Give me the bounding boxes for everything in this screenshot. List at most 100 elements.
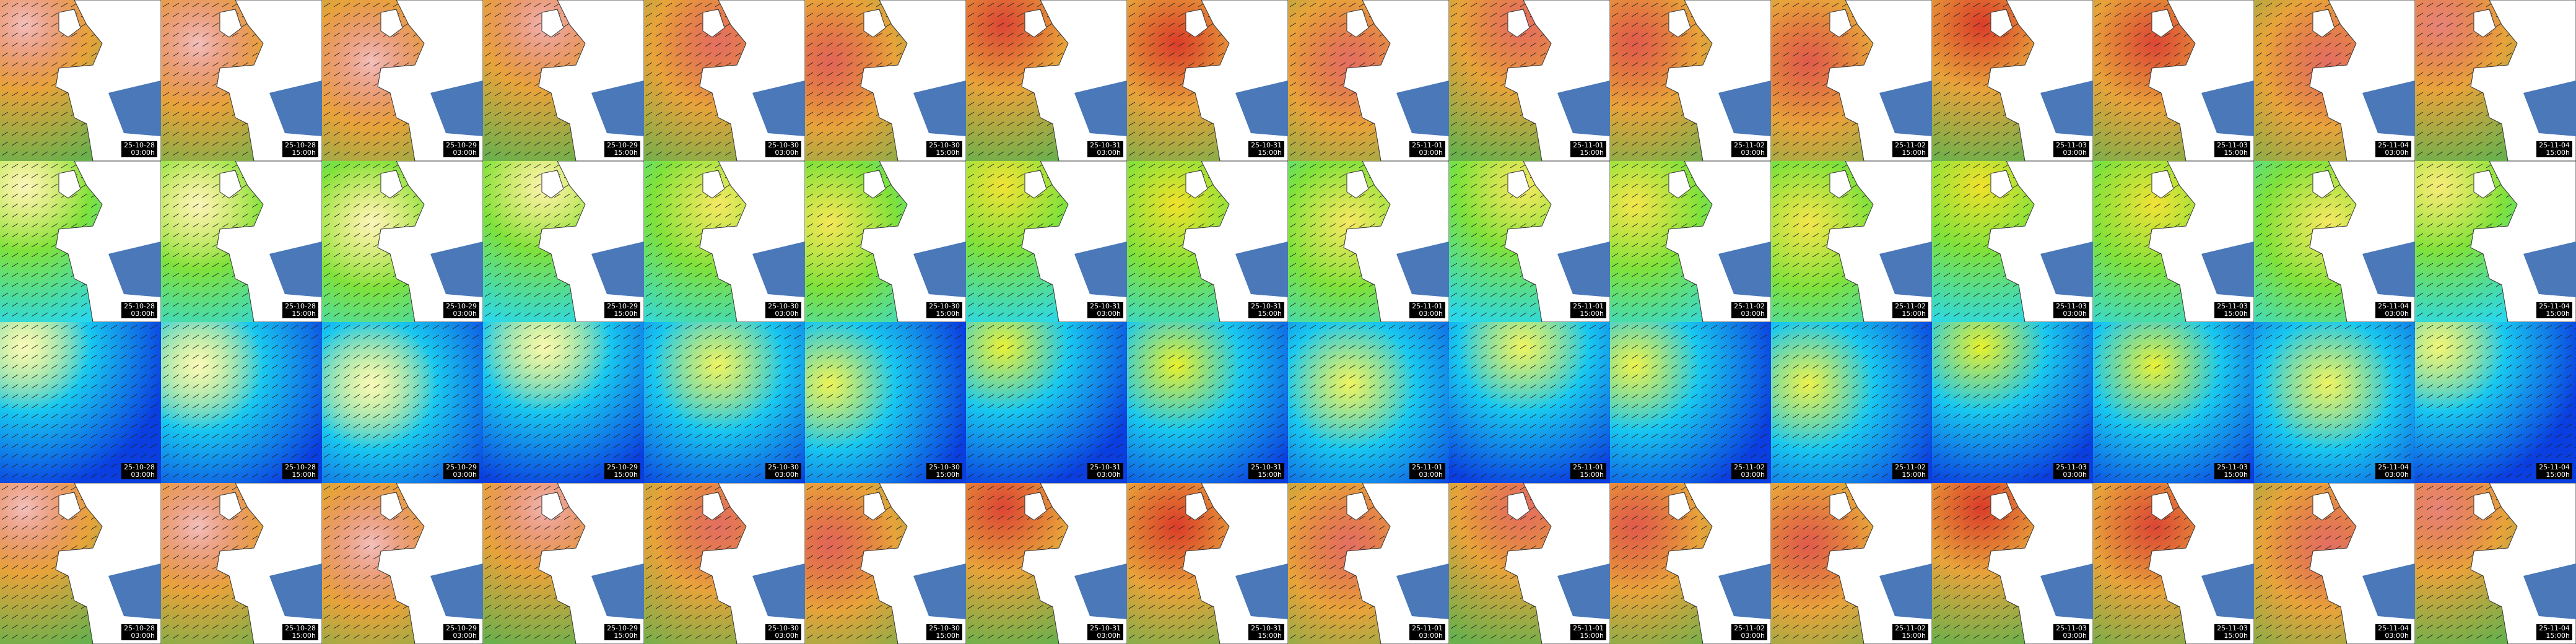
time-label: 15:00h xyxy=(2546,471,2570,479)
weather-map xyxy=(644,161,805,322)
weather-map xyxy=(483,322,644,483)
timestamp: 25-10-28 03:00h xyxy=(121,302,157,318)
map-tile: 25-10-29 15:00h xyxy=(483,322,644,483)
timestamp: 25-10-31 15:00h xyxy=(1248,302,1284,318)
map-tile: 25-10-30 15:00h xyxy=(805,0,966,161)
weather-map xyxy=(1932,322,2093,483)
date-label: 25-10-28 xyxy=(285,302,316,310)
timestamp: 25-11-03 15:00h xyxy=(2214,463,2250,479)
weather-map xyxy=(1449,0,1610,161)
date-label: 25-11-04 xyxy=(2539,624,2570,632)
time-label: 03:00h xyxy=(1741,149,1765,157)
time-label: 15:00h xyxy=(2546,149,2570,157)
weather-map xyxy=(1288,483,1449,644)
date-label: 25-10-29 xyxy=(607,302,638,310)
map-tile: 25-10-28 15:00h xyxy=(161,322,322,483)
time-label: 03:00h xyxy=(1097,310,1121,318)
map-tile: 25-11-04 15:00h xyxy=(2415,0,2576,161)
time-label: 03:00h xyxy=(131,632,155,640)
date-label: 25-10-30 xyxy=(929,141,960,149)
date-label: 25-10-31 xyxy=(1251,302,1282,310)
timestamp: 25-11-03 15:00h xyxy=(2214,302,2250,318)
weather-map xyxy=(1449,161,1610,322)
timestamp: 25-11-04 15:00h xyxy=(2536,624,2572,640)
map-tile: 25-10-29 15:00h xyxy=(483,161,644,322)
weather-map xyxy=(1127,483,1288,644)
time-label: 15:00h xyxy=(1580,149,1604,157)
timestamp: 25-11-03 03:00h xyxy=(2053,624,2089,640)
weather-map xyxy=(1771,161,1932,322)
weather-map xyxy=(1932,161,2093,322)
date-label: 25-10-28 xyxy=(124,302,155,310)
time-label: 03:00h xyxy=(1741,471,1765,479)
weather-map xyxy=(322,322,483,483)
timestamp: 25-10-30 15:00h xyxy=(926,624,962,640)
date-label: 25-11-03 xyxy=(2056,463,2087,471)
weather-map xyxy=(1610,161,1771,322)
weather-map xyxy=(0,161,161,322)
map-tile: 25-11-04 03:00h xyxy=(2254,483,2415,644)
date-label: 25-11-04 xyxy=(2539,463,2570,471)
map-tile: 25-11-04 15:00h xyxy=(2415,483,2576,644)
time-label: 15:00h xyxy=(2546,310,2570,318)
date-label: 25-11-01 xyxy=(1573,141,1604,149)
map-tile: 25-11-01 15:00h xyxy=(1449,483,1610,644)
date-label: 25-10-29 xyxy=(607,624,638,632)
time-label: 03:00h xyxy=(2063,149,2087,157)
date-label: 25-11-03 xyxy=(2056,302,2087,310)
map-tile: 25-10-29 15:00h xyxy=(483,483,644,644)
map-tile: 25-10-28 03:00h xyxy=(0,483,161,644)
time-label: 03:00h xyxy=(453,632,477,640)
time-label: 15:00h xyxy=(1580,310,1604,318)
map-tile: 25-11-03 03:00h xyxy=(1932,0,2093,161)
time-label: 03:00h xyxy=(1419,632,1443,640)
time-label: 15:00h xyxy=(614,149,638,157)
timestamp: 25-11-04 15:00h xyxy=(2536,141,2572,157)
weather-map xyxy=(0,483,161,644)
timestamp: 25-10-31 03:00h xyxy=(1087,141,1123,157)
map-tile: 25-10-31 15:00h xyxy=(1127,483,1288,644)
time-label: 03:00h xyxy=(2385,632,2409,640)
date-label: 25-11-04 xyxy=(2539,302,2570,310)
date-label: 25-11-01 xyxy=(1573,624,1604,632)
date-label: 25-10-30 xyxy=(768,141,799,149)
date-label: 25-10-28 xyxy=(124,463,155,471)
weather-map xyxy=(805,483,966,644)
weather-map xyxy=(1288,0,1449,161)
timestamp: 25-11-01 15:00h xyxy=(1570,624,1606,640)
date-label: 25-10-28 xyxy=(285,624,316,632)
timestamp: 25-11-01 03:00h xyxy=(1409,302,1445,318)
map-tile: 25-10-28 03:00h xyxy=(0,161,161,322)
timestamp: 25-11-02 15:00h xyxy=(1892,463,1928,479)
weather-map xyxy=(805,0,966,161)
weather-map xyxy=(2415,483,2576,644)
time-label: 15:00h xyxy=(2224,471,2248,479)
time-label: 03:00h xyxy=(775,632,799,640)
timestamp: 25-10-29 03:00h xyxy=(443,141,479,157)
map-tile: 25-11-03 03:00h xyxy=(1932,161,2093,322)
map-tile: 25-10-29 03:00h xyxy=(322,322,483,483)
map-tile: 25-10-28 03:00h xyxy=(0,322,161,483)
date-label: 25-11-01 xyxy=(1573,463,1604,471)
time-label: 03:00h xyxy=(453,149,477,157)
time-label: 15:00h xyxy=(936,632,960,640)
date-label: 25-11-04 xyxy=(2378,302,2409,310)
weather-map xyxy=(2415,161,2576,322)
map-tile: 25-11-01 03:00h xyxy=(1288,483,1449,644)
time-label: 03:00h xyxy=(775,310,799,318)
timestamp: 25-11-03 03:00h xyxy=(2053,141,2089,157)
map-tile: 25-11-02 03:00h xyxy=(1610,322,1771,483)
weather-map xyxy=(2093,322,2254,483)
time-label: 03:00h xyxy=(1419,149,1443,157)
timestamp: 25-10-29 03:00h xyxy=(443,302,479,318)
map-tile: 25-11-01 03:00h xyxy=(1288,322,1449,483)
weather-map xyxy=(1771,322,1932,483)
map-tile: 25-11-02 03:00h xyxy=(1610,161,1771,322)
time-label: 03:00h xyxy=(131,471,155,479)
weather-map xyxy=(2415,0,2576,161)
weather-map xyxy=(966,483,1127,644)
time-label: 15:00h xyxy=(1902,149,1926,157)
timestamp: 25-10-31 03:00h xyxy=(1087,463,1123,479)
time-label: 03:00h xyxy=(1419,471,1443,479)
